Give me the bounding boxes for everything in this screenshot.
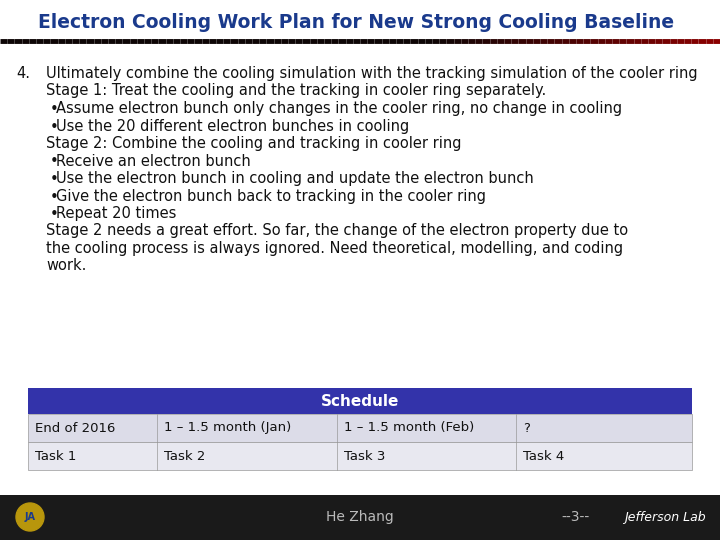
- Text: •: •: [50, 154, 59, 170]
- Text: Stage 1: Treat the cooling and the tracking in cooler ring separately.: Stage 1: Treat the cooling and the track…: [46, 84, 546, 98]
- Text: Task 1: Task 1: [35, 449, 76, 462]
- FancyBboxPatch shape: [28, 388, 692, 414]
- Text: ?: ?: [523, 422, 530, 435]
- Text: Jefferson Lab: Jefferson Lab: [624, 510, 706, 523]
- Text: --3--: --3--: [561, 510, 589, 524]
- Text: Stage 2 needs a great effort. So far, the change of the electron property due to: Stage 2 needs a great effort. So far, th…: [46, 224, 628, 239]
- Text: Use the 20 different electron bunches in cooling: Use the 20 different electron bunches in…: [56, 118, 409, 133]
- Text: •: •: [50, 102, 59, 117]
- Text: Give the electron bunch back to tracking in the cooler ring: Give the electron bunch back to tracking…: [56, 188, 486, 204]
- Text: Assume electron bunch only changes in the cooler ring, no change in cooling: Assume electron bunch only changes in th…: [56, 101, 622, 116]
- Text: Task 3: Task 3: [343, 449, 385, 462]
- Text: Repeat 20 times: Repeat 20 times: [56, 206, 176, 221]
- Text: the cooling process is always ignored. Need theoretical, modelling, and coding: the cooling process is always ignored. N…: [46, 241, 623, 256]
- Text: •: •: [50, 172, 59, 187]
- Text: •: •: [50, 190, 59, 205]
- Text: Ultimately combine the cooling simulation with the tracking simulation of the co: Ultimately combine the cooling simulatio…: [46, 66, 698, 81]
- Text: Schedule: Schedule: [321, 394, 399, 408]
- Text: work.: work.: [46, 259, 86, 273]
- Text: •: •: [50, 119, 59, 134]
- FancyBboxPatch shape: [28, 442, 692, 470]
- Text: He Zhang: He Zhang: [326, 510, 394, 524]
- Circle shape: [16, 503, 44, 531]
- Text: Task 2: Task 2: [164, 449, 206, 462]
- Text: 1 – 1.5 month (Jan): 1 – 1.5 month (Jan): [164, 422, 292, 435]
- FancyBboxPatch shape: [0, 495, 720, 540]
- Text: Stage 2: Combine the cooling and tracking in cooler ring: Stage 2: Combine the cooling and trackin…: [46, 136, 462, 151]
- Text: Use the electron bunch in cooling and update the electron bunch: Use the electron bunch in cooling and up…: [56, 171, 534, 186]
- Text: 4.: 4.: [16, 66, 30, 81]
- Text: •: •: [50, 207, 59, 222]
- Text: Electron Cooling Work Plan for New Strong Cooling Baseline: Electron Cooling Work Plan for New Stron…: [38, 12, 674, 31]
- Text: JA: JA: [24, 512, 35, 522]
- Text: End of 2016: End of 2016: [35, 422, 115, 435]
- Text: 1 – 1.5 month (Feb): 1 – 1.5 month (Feb): [343, 422, 474, 435]
- Text: Task 4: Task 4: [523, 449, 564, 462]
- FancyBboxPatch shape: [28, 414, 692, 442]
- Text: Receive an electron bunch: Receive an electron bunch: [56, 153, 251, 168]
- FancyBboxPatch shape: [0, 0, 720, 495]
